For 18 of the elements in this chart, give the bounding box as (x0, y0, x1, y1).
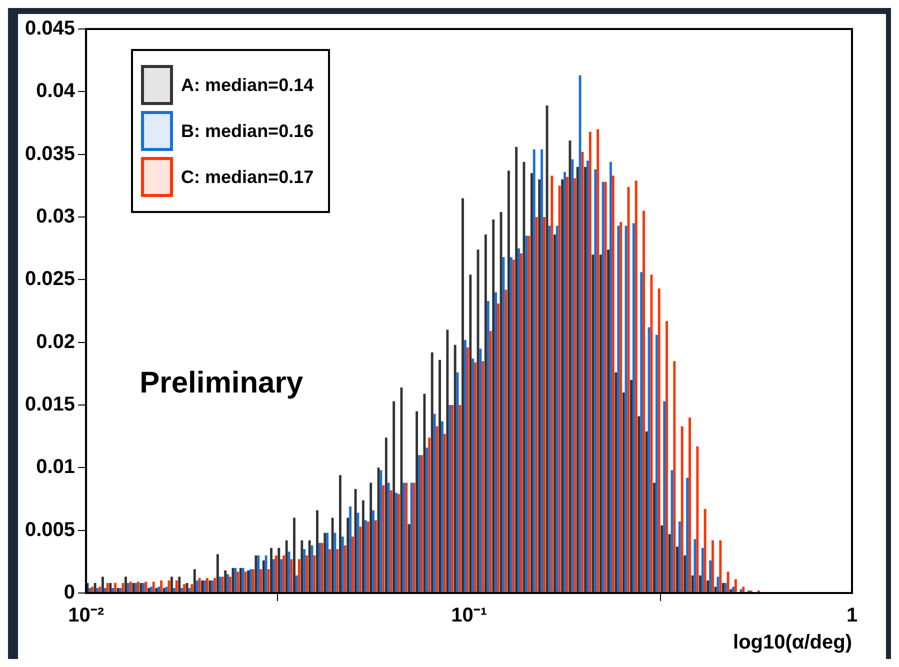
y-tick-label: 0 (64, 582, 76, 604)
y-tick-label: 0.04 (36, 80, 76, 102)
y-tick-label: 0.015 (24, 394, 76, 416)
legend-label: B: median=0.16 (181, 120, 314, 142)
y-tick-label: 0.02 (36, 330, 76, 353)
annotation: Preliminary (140, 366, 304, 400)
y-tick-label: 0.025 (24, 268, 76, 290)
y-tick-label: 0.01 (36, 456, 76, 478)
x-tick-label: 1 (846, 604, 858, 627)
y-tick-label: 0.03 (36, 206, 76, 228)
x-axis-title: log10(α/deg) (733, 632, 852, 654)
y-tick-label: 0.045 (24, 18, 76, 40)
y-tick-label: 0.005 (24, 518, 76, 541)
legend-label: C: median=0.17 (181, 166, 314, 188)
legend-label: A: median=0.14 (181, 74, 314, 96)
x-tick-label: 10⁻¹ (451, 604, 488, 627)
x-tick-label: 10⁻² (68, 604, 104, 627)
y-tick-label: 0.035 (24, 142, 76, 165)
